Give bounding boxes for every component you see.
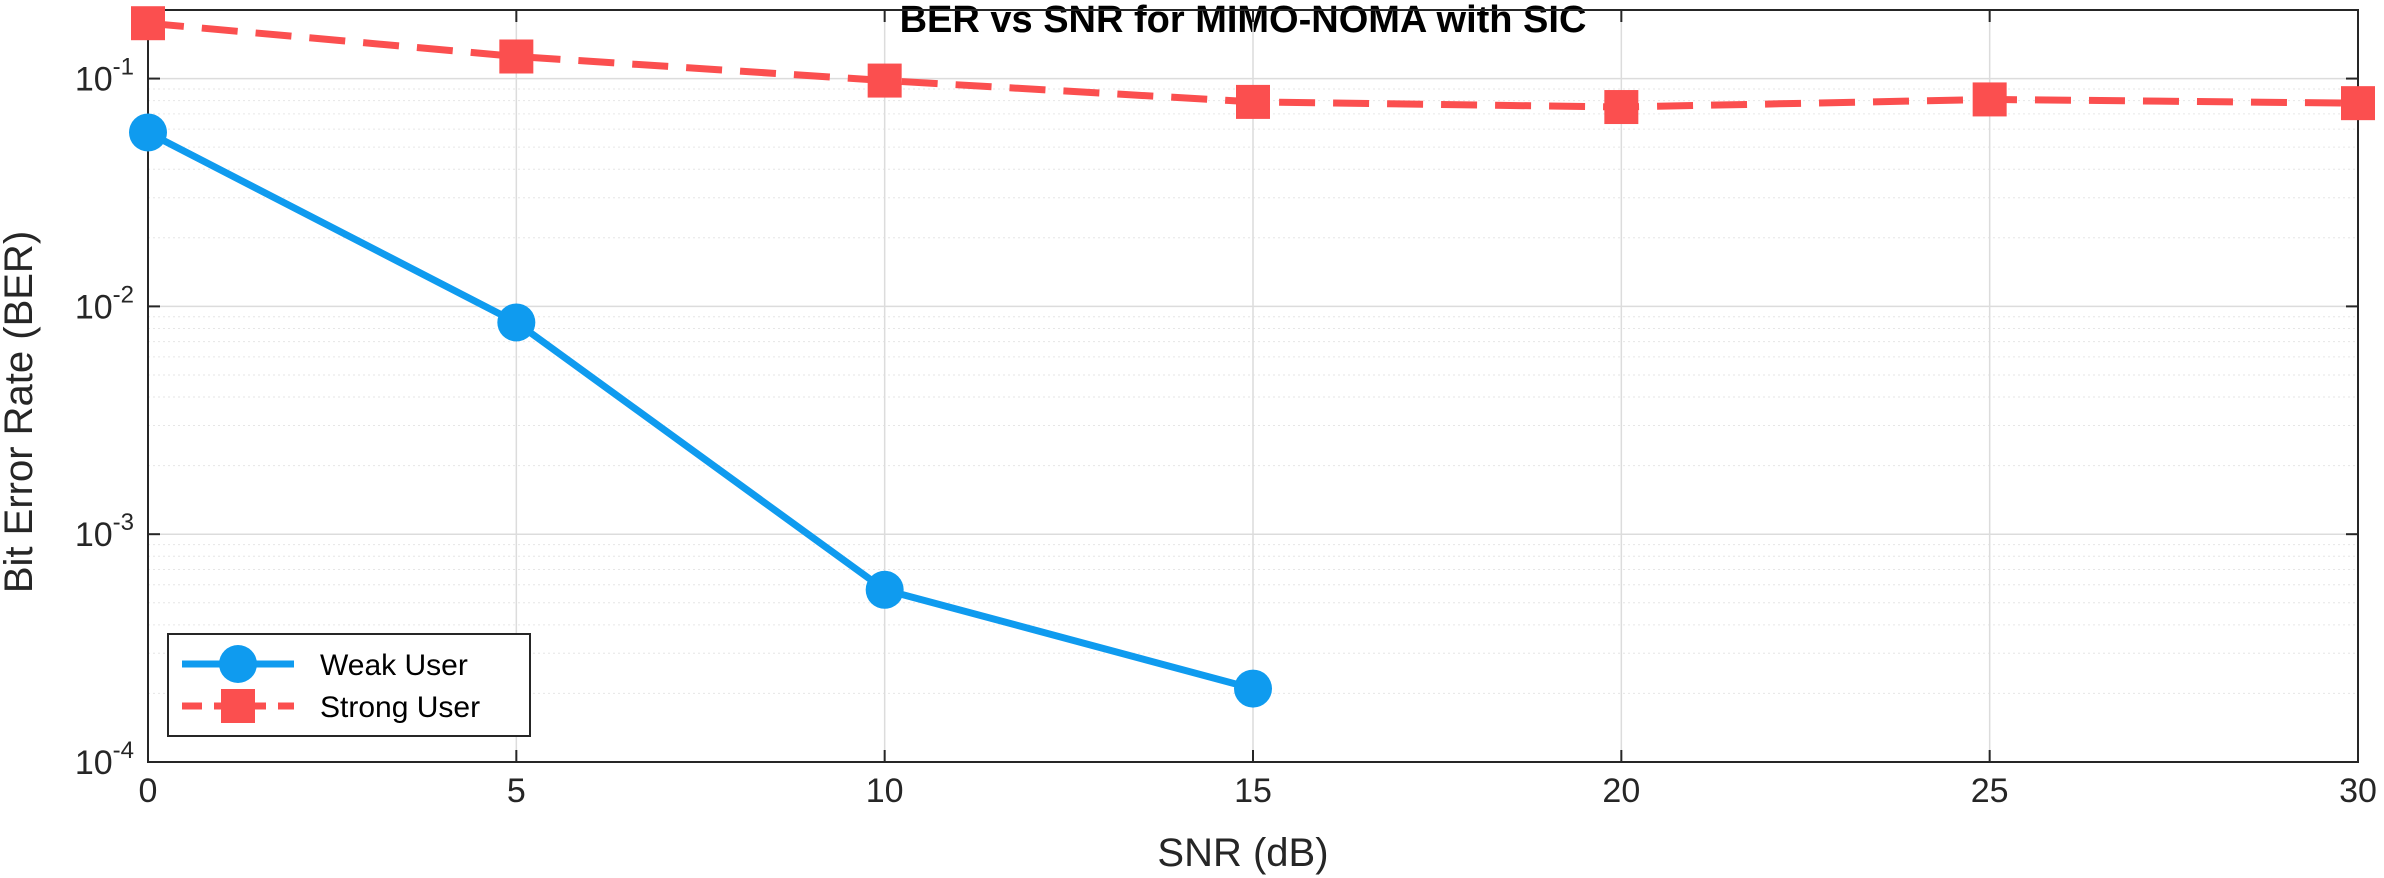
data-point (2341, 86, 2375, 121)
x-axis-label: SNR (dB) (1157, 831, 1328, 875)
data-point (1236, 84, 1270, 119)
data-point (129, 113, 167, 152)
data-point (1972, 82, 2007, 117)
y-tick-label: 10-2 (75, 281, 134, 326)
y-tick-label: 10-4 (75, 737, 134, 782)
legend-label: Strong User (320, 691, 480, 724)
chart-title: BER vs SNR for MIMO-NOMA with SIC (900, 0, 1587, 41)
axes: 0 5 10 15 20 25 30 10-4 10-3 10-2 10-1 (75, 9, 2377, 810)
x-tick-label: 15 (1234, 772, 1272, 810)
series-strong-user (131, 6, 2375, 125)
data-point (1234, 669, 1272, 708)
y-axis-label: Bit Error Rate (BER) (0, 231, 41, 593)
x-tick-label: 30 (2339, 772, 2377, 810)
data-point (499, 39, 534, 74)
series-weak-user (129, 113, 1272, 708)
x-tick-label: 20 (1602, 772, 1640, 810)
x-tick-label: 10 (866, 772, 904, 810)
plot-series (129, 6, 2375, 708)
x-tick-label: 0 (139, 772, 158, 810)
data-point (865, 570, 904, 609)
x-tick-label: 5 (507, 772, 526, 810)
y-tick-label: 10-1 (75, 54, 134, 99)
data-point (867, 63, 902, 98)
legend-item: Strong User (182, 689, 480, 724)
data-point (131, 6, 165, 41)
x-tick-label: 25 (1971, 772, 2009, 810)
data-point (1604, 90, 1639, 125)
legend-item: Weak User (182, 645, 468, 683)
series-line (146, 129, 1254, 692)
legend-marker (221, 689, 255, 723)
data-point (497, 303, 536, 342)
legend: Weak User Strong User (167, 633, 531, 737)
y-tick-label: 10-3 (75, 509, 134, 554)
legend-marker (219, 645, 257, 683)
legend-label: Weak User (320, 649, 468, 682)
